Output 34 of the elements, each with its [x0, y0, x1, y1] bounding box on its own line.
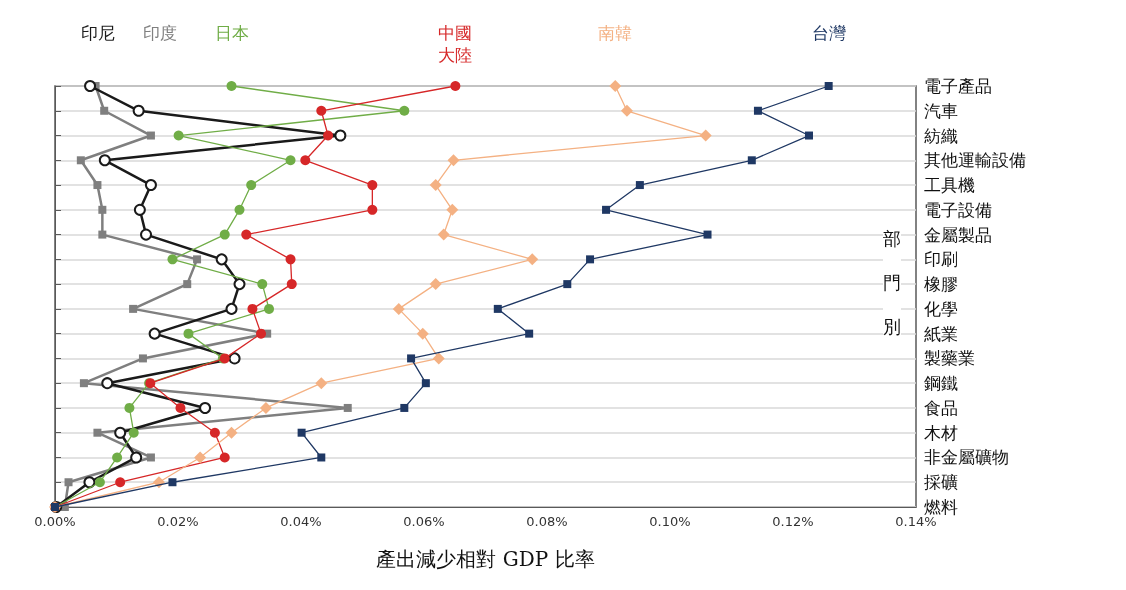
- y-tick-label: 金屬製品: [924, 224, 992, 245]
- x-tick-label: 0.00%: [34, 514, 76, 529]
- y-tick-label: 製藥業: [924, 348, 975, 369]
- y-tick-label: 化學: [924, 298, 958, 319]
- text: 南韓: [598, 23, 633, 43]
- y-tick-label: 汽車: [924, 100, 958, 121]
- text: 台灣: [811, 23, 846, 43]
- y-tick-label: 採礦: [924, 472, 958, 493]
- y-tick-label: 工具機: [924, 175, 975, 196]
- y-tick-label: 鋼鐵: [924, 373, 958, 394]
- text: 印度: [143, 23, 177, 43]
- text: 日本: [214, 23, 249, 43]
- x-tick-label: 0.04%: [280, 514, 322, 529]
- y-tick-label: 非金屬礦物: [924, 447, 1009, 468]
- text: 印尼: [81, 23, 115, 43]
- x-tick-label: 0.10%: [649, 514, 691, 529]
- y-tick-label: 木材: [924, 422, 958, 443]
- y-tick-label: 其他運輸設備: [924, 150, 1026, 171]
- y-tick-label: 紡織: [924, 125, 958, 146]
- x-tick-label: 0.12%: [772, 514, 814, 529]
- x-axis-title: 產出減少相對 GDP 比率: [376, 547, 595, 571]
- y-tick-label: 食品: [924, 397, 958, 418]
- x-tick-label: 0.06%: [403, 514, 445, 529]
- x-tick-label: 0.02%: [157, 514, 199, 529]
- y-tick-label: 印刷: [924, 249, 958, 270]
- y-tick-label: 橡膠: [924, 274, 958, 295]
- y-tick-label: 電子產品: [924, 76, 992, 96]
- series-label: 中國大陸: [438, 23, 473, 65]
- y-tick-label: 紙業: [924, 323, 958, 344]
- x-tick-label: 0.08%: [526, 514, 568, 529]
- x-tick-label: 0.14%: [895, 514, 937, 529]
- y-tick-label: 電子設備: [924, 199, 992, 220]
- y-tick-label: 燃料: [924, 497, 958, 517]
- text: 部門別: [883, 227, 901, 337]
